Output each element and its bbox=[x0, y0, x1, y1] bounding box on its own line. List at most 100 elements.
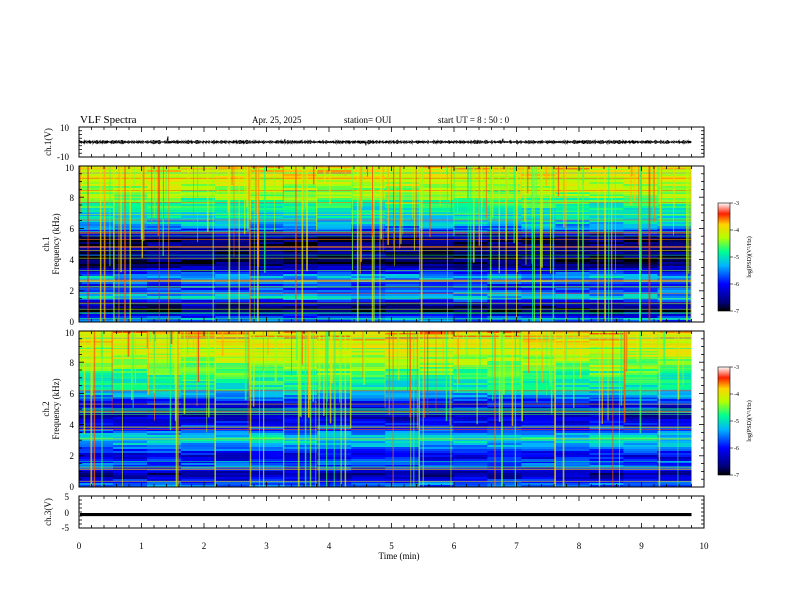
spectrogram-cell bbox=[113, 387, 148, 390]
spectrogram-cell bbox=[657, 178, 693, 181]
spectrogram-streak bbox=[514, 331, 516, 487]
spectrogram-cell bbox=[521, 343, 556, 346]
start-time-label: start UT = 8 : 50 : 0 bbox=[438, 115, 510, 125]
spectrogram-streak bbox=[299, 331, 302, 417]
spectrogram-cell bbox=[657, 176, 693, 179]
spectrogram-cell bbox=[623, 453, 659, 456]
spectrogram-line bbox=[79, 292, 692, 294]
spectrogram-cell bbox=[521, 369, 556, 372]
spectrogram-cell bbox=[555, 196, 591, 199]
ch3-waveform-ticks bbox=[78, 495, 705, 529]
spectrogram-cell bbox=[589, 459, 625, 462]
spectrogram-cell bbox=[657, 387, 693, 390]
spectrogram-cell bbox=[555, 236, 591, 239]
spectrogram-streak bbox=[527, 331, 530, 373]
spectrogram-cell bbox=[147, 178, 182, 181]
spectrogram-streak bbox=[688, 166, 690, 274]
spectrogram-cell bbox=[419, 296, 454, 299]
spectrogram-cell bbox=[147, 419, 182, 422]
spectrogram-cell bbox=[215, 242, 250, 245]
spectrogram-cell bbox=[657, 248, 693, 251]
spectrogram-cell bbox=[147, 421, 182, 424]
spectrogram-cell bbox=[555, 180, 591, 183]
spectrogram-cell bbox=[555, 345, 591, 348]
spectrogram-cell bbox=[181, 174, 216, 177]
spectrogram-cell bbox=[453, 461, 488, 464]
spectrogram-line bbox=[79, 247, 692, 248]
spectrogram-line bbox=[79, 312, 692, 314]
spectrogram-streak bbox=[673, 166, 674, 236]
ch1-ytick-label: 10 bbox=[60, 123, 70, 133]
spectrogram-cell bbox=[249, 407, 284, 410]
spectrogram-streak bbox=[419, 166, 421, 271]
spectrogram-cell bbox=[181, 320, 216, 323]
spectrogram-cell bbox=[419, 200, 454, 203]
spectrogram-cell bbox=[147, 212, 182, 215]
spectrogram-cell bbox=[487, 451, 522, 454]
spectrogram-streak bbox=[501, 331, 503, 487]
spectrogram-streak bbox=[372, 166, 373, 237]
spectrogram-cell bbox=[521, 260, 556, 263]
spectrogram-cell bbox=[453, 407, 488, 410]
spectrogram-cell bbox=[113, 443, 148, 446]
spectrogram-cell bbox=[589, 224, 625, 227]
spectrogram-streak bbox=[351, 166, 354, 271]
spectrogram-cell bbox=[487, 465, 522, 468]
spectrogram-cell bbox=[147, 389, 182, 392]
spectrogram-cell bbox=[555, 401, 591, 404]
spectrogram-cell bbox=[623, 469, 659, 472]
spectrogram-line bbox=[79, 197, 692, 198]
spectrogram-cell bbox=[79, 417, 114, 420]
spectrogram-cell bbox=[113, 463, 148, 466]
spectrogram-cell bbox=[385, 349, 420, 352]
spectrogram-cell bbox=[419, 463, 454, 466]
spectrogram-streak bbox=[157, 166, 160, 236]
spectrogram-cell bbox=[419, 314, 454, 317]
spectrogram-cell bbox=[521, 194, 556, 197]
spectrogram-streak bbox=[552, 166, 555, 322]
spectrogram-cell bbox=[623, 459, 659, 462]
spectrogram-streak bbox=[142, 166, 145, 241]
spectrogram-cell bbox=[589, 335, 625, 338]
spectrogram-cell bbox=[351, 194, 386, 197]
spectrogram-cell bbox=[657, 282, 693, 285]
spectrogram-cell bbox=[453, 347, 488, 350]
spectrogram-cell bbox=[351, 373, 386, 376]
spectrogram-cell bbox=[453, 443, 488, 446]
spectrogram-cell bbox=[249, 415, 284, 418]
spectrogram-cell bbox=[521, 457, 556, 460]
spectrogram-streak bbox=[380, 166, 383, 240]
spectrogram-cell bbox=[351, 347, 386, 350]
spectrogram-cell bbox=[385, 457, 420, 460]
spectrogram-cell bbox=[657, 180, 693, 183]
spectrogram-cell bbox=[385, 449, 420, 452]
spectrogram-cell bbox=[555, 419, 591, 422]
spectrogram-cell bbox=[283, 278, 318, 281]
spectrogram-cell bbox=[249, 369, 284, 372]
spectrogram-cell bbox=[351, 461, 386, 464]
spectrogram-cell bbox=[385, 314, 420, 317]
spectrogram-streak bbox=[514, 166, 516, 211]
spectrogram-cell bbox=[521, 389, 556, 392]
spectrogram-cell bbox=[147, 278, 182, 281]
spectrogram-cell bbox=[283, 186, 318, 189]
spectrogram-cell bbox=[147, 316, 182, 319]
spectrogram-streak bbox=[533, 166, 536, 322]
spectrogram-cell bbox=[487, 415, 522, 418]
spectrogram-cell bbox=[589, 399, 625, 402]
spectrogram-streak bbox=[217, 166, 219, 197]
ch2-colorbar-tick-label: -4 bbox=[734, 392, 739, 398]
spectrogram-cell bbox=[623, 475, 659, 478]
spectrogram-cell bbox=[215, 274, 250, 277]
spectrogram-cell bbox=[657, 192, 693, 195]
spectrogram-cell bbox=[385, 244, 420, 247]
spectrogram-streak bbox=[244, 331, 247, 401]
spectrogram-cell bbox=[657, 316, 693, 319]
spectrogram-cell bbox=[113, 437, 148, 440]
spectrogram-cell bbox=[283, 270, 318, 273]
spectrogram-cell bbox=[521, 166, 556, 169]
spectrogram-streak bbox=[238, 166, 240, 322]
spectrogram-cell bbox=[249, 206, 284, 209]
time-tick-label: 7 bbox=[514, 541, 519, 551]
spectrogram-streak bbox=[439, 166, 441, 207]
